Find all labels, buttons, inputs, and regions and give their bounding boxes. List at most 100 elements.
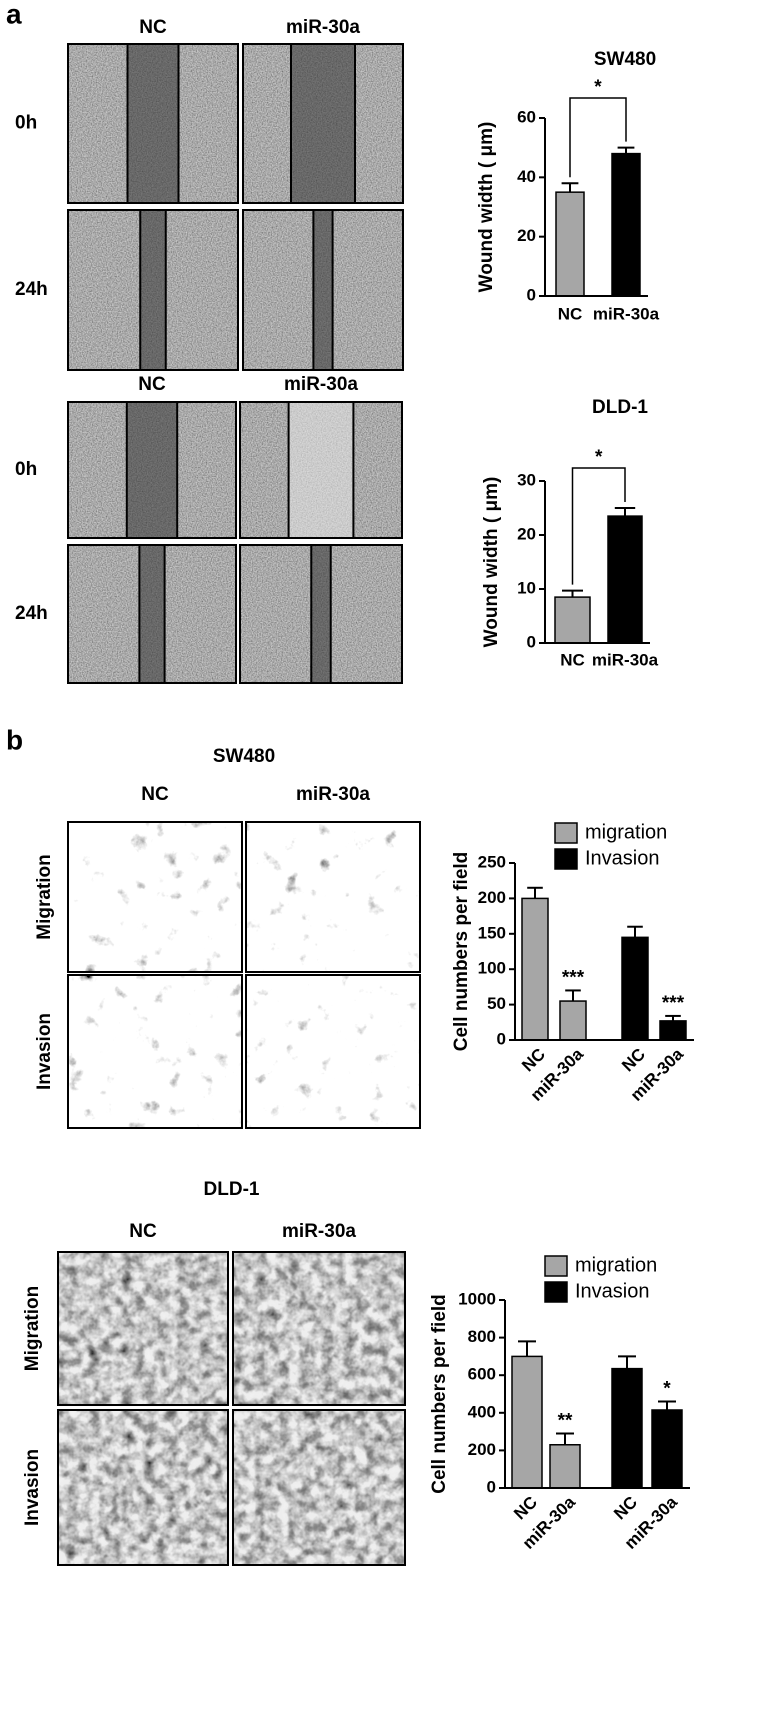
x-tick-label: NC [518, 1045, 549, 1076]
micrograph [68, 822, 242, 972]
bar [621, 936, 649, 1041]
wound-gap [291, 44, 355, 203]
y-tick-label: 400 [468, 1402, 496, 1421]
x-tick-label: NC [618, 1045, 649, 1076]
legend-swatch [544, 1281, 568, 1303]
significance-label: * [663, 1379, 671, 1400]
legend-label: migration [575, 1254, 657, 1276]
panel-label: b [6, 724, 23, 755]
y-axis-label: Wound width ( μm) [481, 477, 502, 648]
micrograph-frame [232, 1409, 406, 1566]
wound-gap [126, 402, 178, 538]
wound-gap [127, 44, 179, 203]
y-axis-label: Cell numbers per field [451, 852, 472, 1052]
y-axis-label: Wound width ( μm) [476, 122, 497, 293]
x-tick-label: NC [510, 1493, 541, 1524]
column-label: NC [139, 17, 167, 38]
micrograph-frame [232, 1251, 406, 1406]
y-tick-label: 250 [478, 852, 506, 871]
significance-bracket [571, 467, 626, 585]
row-label: Migration [22, 1286, 43, 1372]
column-label: miR-30a [282, 1221, 356, 1242]
legend-swatch [554, 848, 578, 870]
y-tick-label: 200 [478, 888, 506, 907]
micrograph [58, 1252, 228, 1405]
y-tick-label: 10 [517, 578, 536, 597]
bar [521, 897, 549, 1041]
y-tick-label: 50 [487, 994, 506, 1013]
y-tick-label: 1000 [458, 1289, 496, 1308]
micrograph [233, 1252, 405, 1405]
column-label: NC [138, 374, 166, 395]
micrograph [58, 1410, 228, 1565]
x-tick-label: NC [558, 304, 583, 323]
wound-gap [313, 210, 333, 370]
bar [559, 1000, 587, 1041]
column-label: miR-30a [296, 784, 370, 805]
column-label: miR-30a [284, 374, 358, 395]
micrograph-frame [242, 43, 404, 204]
x-tick-label: miR-30a [592, 650, 659, 669]
wound-gap [288, 402, 354, 538]
y-tick-label: 20 [517, 226, 536, 245]
wound-gap [311, 545, 331, 683]
x-tick-label: NC [560, 650, 585, 669]
legend-swatch [544, 1255, 568, 1277]
wound-gap [140, 210, 166, 370]
y-tick-label: 0 [497, 1029, 506, 1048]
significance-label: *** [662, 993, 685, 1014]
legend-swatch [554, 822, 578, 844]
row-label: Invasion [34, 1013, 55, 1090]
wound-gap [139, 545, 165, 683]
micrograph-frame [57, 1251, 229, 1406]
y-tick-label: 100 [478, 959, 506, 978]
bar [611, 152, 641, 297]
significance-bracket [569, 97, 627, 178]
bar [511, 1355, 543, 1489]
chart-title: DLD-1 [592, 397, 648, 418]
micrograph-frame [239, 401, 403, 539]
block-title: SW480 [213, 746, 275, 767]
column-label: miR-30a [286, 17, 360, 38]
bar [651, 1409, 683, 1489]
x-tick-label: miR-30a [593, 304, 660, 323]
bar [549, 1444, 581, 1489]
bar [611, 1367, 643, 1489]
micrograph [246, 822, 420, 972]
micrograph-frame [245, 821, 421, 973]
row-label: 0h [15, 459, 37, 480]
y-tick-label: 800 [468, 1327, 496, 1346]
y-tick-label: 0 [527, 632, 536, 651]
bar [607, 515, 643, 644]
row-label: 0h [15, 113, 37, 134]
micrograph-frame [67, 974, 243, 1129]
significance-label: *** [562, 967, 585, 988]
chart-title: SW480 [594, 49, 656, 70]
legend-label: Invasion [585, 847, 660, 869]
y-tick-label: 0 [527, 285, 536, 304]
micrograph-frame [242, 209, 404, 371]
row-label: 24h [15, 603, 48, 624]
micrograph-frame [67, 544, 237, 684]
micrograph-frame [67, 821, 243, 973]
legend-label: migration [585, 821, 667, 843]
y-tick-label: 60 [517, 107, 536, 126]
micrograph [233, 1410, 405, 1565]
column-label: NC [141, 784, 169, 805]
row-label: Invasion [22, 1449, 43, 1526]
bar [555, 191, 585, 297]
row-label: Migration [34, 854, 55, 940]
block-title: DLD-1 [204, 1179, 260, 1200]
column-label: NC [129, 1221, 157, 1242]
y-tick-label: 150 [478, 923, 506, 942]
significance-label: * [595, 447, 603, 468]
y-tick-label: 20 [517, 524, 536, 543]
bar [554, 596, 591, 644]
y-tick-label: 30 [517, 470, 536, 489]
micrograph-frame [67, 209, 239, 371]
micrograph [68, 975, 242, 1128]
legend-label: Invasion [575, 1280, 650, 1302]
significance-label: ** [558, 1410, 573, 1431]
row-label: 24h [15, 279, 48, 300]
y-axis-label: Cell numbers per field [429, 1294, 450, 1494]
